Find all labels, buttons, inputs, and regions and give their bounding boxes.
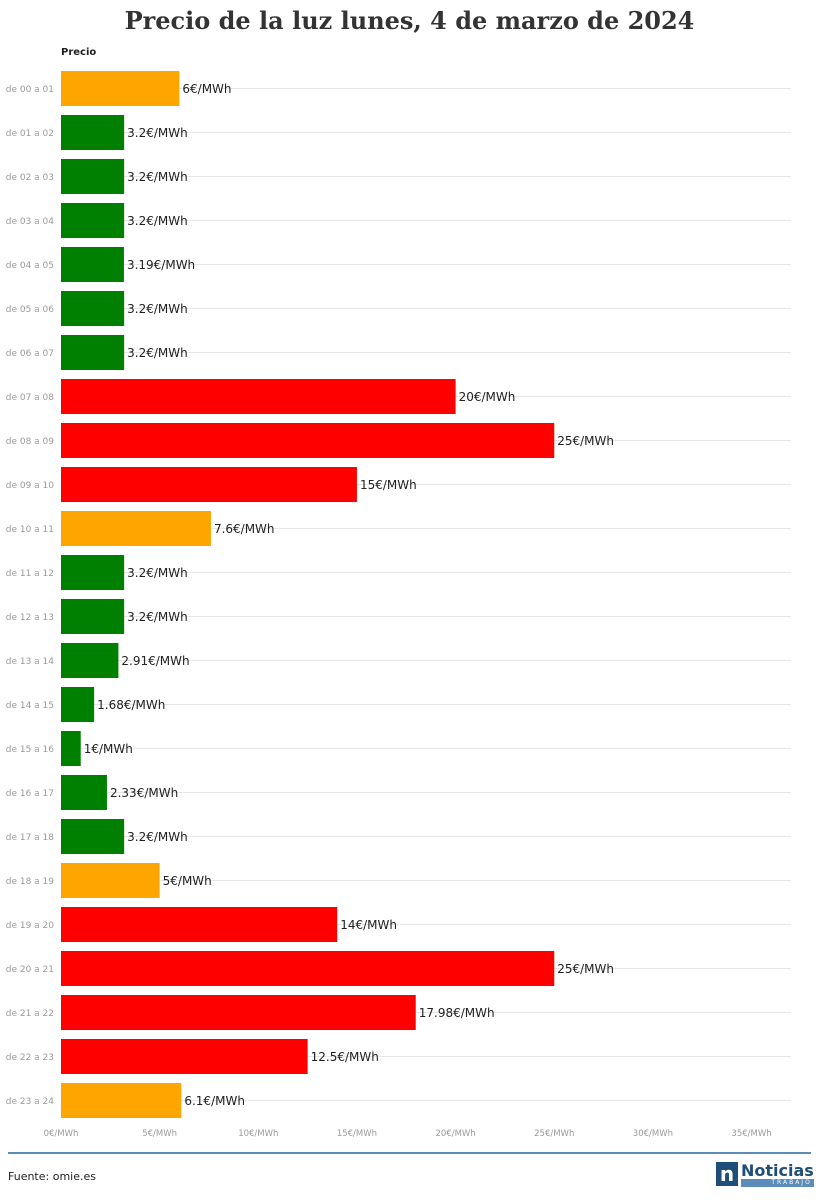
x-tick-label: 15€/MWh <box>337 1129 377 1139</box>
bar <box>61 467 357 502</box>
category-label: de 18 a 19 <box>6 877 55 887</box>
logo-subtitle: TRABAJO <box>741 1179 814 1187</box>
category-label: de 10 a 11 <box>6 525 54 535</box>
data-label: 3.2€/MWh <box>127 126 188 140</box>
bar <box>61 511 211 546</box>
bar <box>61 819 125 854</box>
noticias-trabajo-logo: n Noticias TRABAJO <box>716 1162 814 1188</box>
bar <box>61 291 125 326</box>
category-label: de 12 a 13 <box>6 613 54 623</box>
bar <box>61 115 125 150</box>
bar <box>61 335 125 370</box>
data-label: 3.2€/MWh <box>127 830 188 844</box>
data-label: 6€/MWh <box>182 82 231 96</box>
data-label: 6.1€/MWh <box>184 1094 245 1108</box>
x-tick-label: 5€/MWh <box>142 1129 177 1139</box>
category-label: de 23 a 24 <box>6 1097 55 1107</box>
x-tick-label: 0€/MWh <box>44 1129 79 1139</box>
bar <box>61 247 124 282</box>
bar <box>61 731 81 766</box>
footer-divider <box>8 1152 811 1154</box>
bar <box>61 379 456 414</box>
series-label: Precio <box>61 47 97 58</box>
data-label: 3.2€/MWh <box>127 170 188 184</box>
chart-title: Precio de la luz lunes, 4 de marzo de 20… <box>124 6 695 35</box>
data-label: 14€/MWh <box>340 918 397 932</box>
category-label: de 03 a 04 <box>6 217 55 227</box>
x-tick-label: 25€/MWh <box>534 1129 574 1139</box>
data-label: 2.91€/MWh <box>121 654 189 668</box>
bar <box>61 1083 182 1118</box>
data-label: 15€/MWh <box>360 478 417 492</box>
category-label: de 01 a 02 <box>6 129 54 139</box>
category-label: de 21 a 22 <box>6 1009 54 1019</box>
data-label: 3.19€/MWh <box>127 258 195 272</box>
category-label: de 09 a 10 <box>6 481 55 491</box>
bar <box>61 555 125 590</box>
data-label: 1.68€/MWh <box>97 698 165 712</box>
bar <box>61 203 125 238</box>
bar <box>61 907 338 942</box>
bar <box>61 995 416 1030</box>
category-label: de 00 a 01 <box>6 85 54 95</box>
category-label: de 16 a 17 <box>6 789 54 799</box>
category-label: de 11 a 12 <box>6 569 54 579</box>
x-tick-label: 20€/MWh <box>435 1129 475 1139</box>
data-label: 25€/MWh <box>557 434 614 448</box>
data-label: 17.98€/MWh <box>419 1006 495 1020</box>
bar <box>61 951 555 986</box>
category-label: de 05 a 06 <box>6 305 55 315</box>
category-label: de 13 a 14 <box>6 657 55 667</box>
data-label: 20€/MWh <box>459 390 516 404</box>
data-label: 5€/MWh <box>163 874 212 888</box>
bar <box>61 863 160 898</box>
x-tick-label: 30€/MWh <box>633 1129 673 1139</box>
bar <box>61 599 125 634</box>
source-note: Fuente: omie.es <box>8 1170 96 1183</box>
logo-name: Noticias <box>741 1161 814 1180</box>
category-label: de 17 a 18 <box>6 833 55 843</box>
logo-mark: n <box>716 1162 738 1186</box>
data-label: 25€/MWh <box>557 962 614 976</box>
data-label: 3.2€/MWh <box>127 302 188 316</box>
bar <box>61 643 119 678</box>
x-tick-label: 10€/MWh <box>238 1129 278 1139</box>
bar <box>61 159 125 194</box>
category-label: de 07 a 08 <box>6 393 55 403</box>
bar <box>61 775 107 810</box>
category-label: de 04 a 05 <box>6 261 54 271</box>
category-label: de 06 a 07 <box>6 349 54 359</box>
bar <box>61 423 555 458</box>
data-label: 1€/MWh <box>84 742 133 756</box>
data-label: 3.2€/MWh <box>127 346 188 360</box>
category-label: de 20 a 21 <box>6 965 54 975</box>
bar-chart: de 00 a 01 6€/MWh de 01 a 02 3.2€/MWh de 02 … <box>6 71 791 1139</box>
category-label: de 14 a 15 <box>6 701 54 711</box>
category-label: de 02 a 03 <box>6 173 54 183</box>
data-label: 3.2€/MWh <box>127 214 188 228</box>
data-label: 7.6€/MWh <box>214 522 275 536</box>
bar <box>61 687 95 722</box>
data-label: 2.33€/MWh <box>110 786 178 800</box>
data-label: 3.2€/MWh <box>127 610 188 624</box>
category-label: de 08 a 09 <box>6 437 55 447</box>
data-label: 3.2€/MWh <box>127 566 188 580</box>
x-tick-label: 35€/MWh <box>731 1129 771 1139</box>
bar <box>61 71 180 106</box>
category-label: de 19 a 20 <box>6 921 55 931</box>
bar <box>61 1039 308 1074</box>
category-label: de 22 a 23 <box>6 1053 54 1063</box>
data-label: 12.5€/MWh <box>311 1050 379 1064</box>
category-label: de 15 a 16 <box>6 745 55 755</box>
